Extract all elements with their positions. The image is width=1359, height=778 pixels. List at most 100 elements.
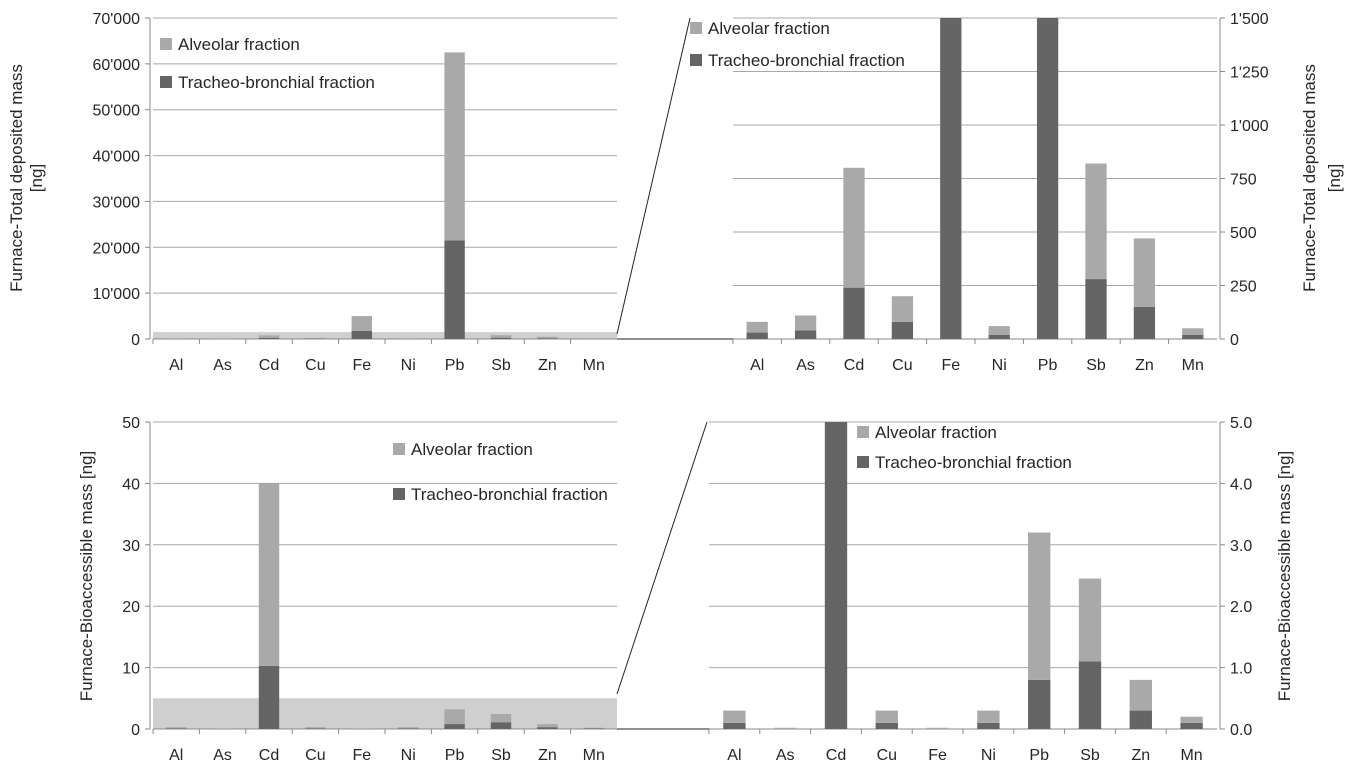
bar-alveolar-Cd <box>843 167 865 288</box>
x-tick-label: Ni <box>401 357 416 374</box>
y-tick-label: 5.0 <box>1230 415 1252 432</box>
legend-label: Tracheo-bronchial fraction <box>875 453 1072 472</box>
y-tick-label: 50 <box>122 415 140 432</box>
bar-tracheo-Pb <box>1028 679 1051 729</box>
bar-alveolar-Zn <box>1129 679 1152 711</box>
bar-tracheo-Zn <box>537 727 558 729</box>
x-tick-label: Cu <box>305 357 325 374</box>
x-tick-label: As <box>796 357 815 374</box>
bar-tracheo-Cd <box>258 665 280 729</box>
bar-tracheo-Pb <box>444 240 465 339</box>
x-tick-label: Zn <box>1135 357 1154 374</box>
legend-label: Alveolar fraction <box>411 440 533 459</box>
y-tick-label: 4.0 <box>1230 476 1252 493</box>
y-tick-label: 1'000 <box>1230 118 1269 135</box>
bar-alveolar-Cu <box>305 727 326 729</box>
x-tick-label: Al <box>727 747 741 764</box>
y-tick-label: 50'000 <box>92 103 140 120</box>
y-tick-label: 10 <box>122 661 140 678</box>
x-tick-label: Cd <box>259 747 279 764</box>
bar-alveolar-Fe <box>351 316 373 331</box>
x-tick-label: Cu <box>877 747 897 764</box>
y-tick-label: 40'000 <box>92 149 140 166</box>
zoom-connector-line <box>616 421 708 695</box>
y-tick-label: 30'000 <box>92 194 140 211</box>
bar-alveolar-Zn <box>537 336 558 339</box>
x-tick-label: Cd <box>844 357 864 374</box>
bar-tracheo-Ni <box>397 728 419 729</box>
x-tick-label: Pb <box>1029 747 1049 764</box>
bar-alveolar-Mn <box>1180 716 1203 723</box>
bar-tracheo-Cu <box>891 321 914 339</box>
x-tick-label: Sb <box>1086 357 1106 374</box>
x-tick-label: As <box>213 357 232 374</box>
chart-bio-zoom: 0.0 1.0 2.0 3.0 4.0 5.0 Al As Cd Cu Fe Ni Pb Sb Zn Mn Fu… <box>708 415 1294 764</box>
bar-alveolar-As <box>774 727 797 729</box>
x-tick-label: Ni <box>401 747 416 764</box>
bar-tracheo-Mn <box>1180 722 1203 729</box>
y-axis-title: Furnace-Bioaccessible mass [ng] <box>1275 451 1294 701</box>
bar-tracheo-Pb <box>1036 18 1059 339</box>
bar-alveolar-Ni <box>397 727 419 729</box>
y-tick-label: 0 <box>131 722 140 739</box>
x-tick-label: As <box>776 747 795 764</box>
y-tick-label: 750 <box>1230 172 1257 189</box>
y-tick-label: 0 <box>131 332 140 349</box>
bar-alveolar-Al <box>165 727 187 729</box>
bar-tracheo-Al <box>746 332 768 339</box>
bar-tracheo-Cd <box>843 287 865 339</box>
bar-tracheo-Ni <box>988 334 1010 339</box>
chart-total-zoom: 0 250 500 750 1'000 1'250 1'500 Al As Cd Cu Fe Ni Pb S… <box>690 11 1344 374</box>
x-tick-label: Ni <box>981 747 996 764</box>
bar-alveolar-Zn <box>1133 238 1156 307</box>
legend-label: Alveolar fraction <box>178 35 300 54</box>
legend-label: Alveolar fraction <box>708 19 830 38</box>
x-tick-label: Mn <box>1180 747 1202 764</box>
y-tick-label: 2.0 <box>1230 599 1252 616</box>
y-tick-label: 1'250 <box>1230 65 1269 82</box>
x-tick-label: Sb <box>491 747 511 764</box>
bar-tracheo-Zn <box>1133 306 1156 339</box>
x-tick-label: Cu <box>892 357 912 374</box>
legend-label: Alveolar fraction <box>875 423 997 442</box>
x-tick-label: Mn <box>583 357 605 374</box>
x-tick-label: Pb <box>445 747 465 764</box>
bar-alveolar-Mn <box>1182 328 1204 335</box>
x-tick-label: Fe <box>941 357 960 374</box>
bar-alveolar-Cu <box>305 338 326 339</box>
x-tick-label: Sb <box>1080 747 1100 764</box>
y-tick-label: 1'500 <box>1230 11 1269 28</box>
y-tick-label: 0.0 <box>1230 722 1252 739</box>
bar-alveolar-Pb <box>1028 532 1051 680</box>
bar-alveolar-Cu <box>875 710 898 723</box>
y-tick-label: 20'000 <box>92 240 140 257</box>
bar-tracheo-Cd <box>824 422 848 729</box>
x-tick-label: Cu <box>305 747 325 764</box>
legend-swatch <box>690 54 702 66</box>
bar-tracheo-Mn <box>583 728 605 729</box>
legend-swatch <box>857 456 869 468</box>
bar-alveolar-Pb <box>444 52 465 241</box>
y-tick-label: 40 <box>122 476 140 493</box>
bar-tracheo-Zn <box>537 338 558 339</box>
bar-alveolar-Cd <box>258 483 280 666</box>
bar-tracheo-Fe <box>351 330 373 339</box>
bar-tracheo-Cu <box>875 722 898 729</box>
bar-alveolar-Ni <box>988 326 1010 335</box>
bar-alveolar-Cu <box>891 296 914 322</box>
y-axis-title: Furnace-Bioaccessible mass [ng] <box>77 451 96 701</box>
y-axis-title: [ng] <box>1325 164 1344 192</box>
chart-bio-full: 0 10 20 30 40 50 Al As Cd Cu Fe Ni Pb Sb Zn Mn Furnace-B… <box>77 415 617 764</box>
x-tick-label: Fe <box>928 747 947 764</box>
bar-tracheo-Al <box>723 722 746 729</box>
y-tick-label: 70'000 <box>92 11 140 28</box>
zoom-connector-line <box>616 17 691 335</box>
bar-tracheo-Pb <box>444 724 465 729</box>
y-tick-label: 500 <box>1230 225 1257 242</box>
y-tick-label: 3.0 <box>1230 538 1252 555</box>
bar-tracheo-As <box>794 330 817 339</box>
bar-alveolar-Al <box>746 321 768 333</box>
bar-alveolar-Sb <box>490 335 512 338</box>
x-tick-label: Al <box>169 747 183 764</box>
